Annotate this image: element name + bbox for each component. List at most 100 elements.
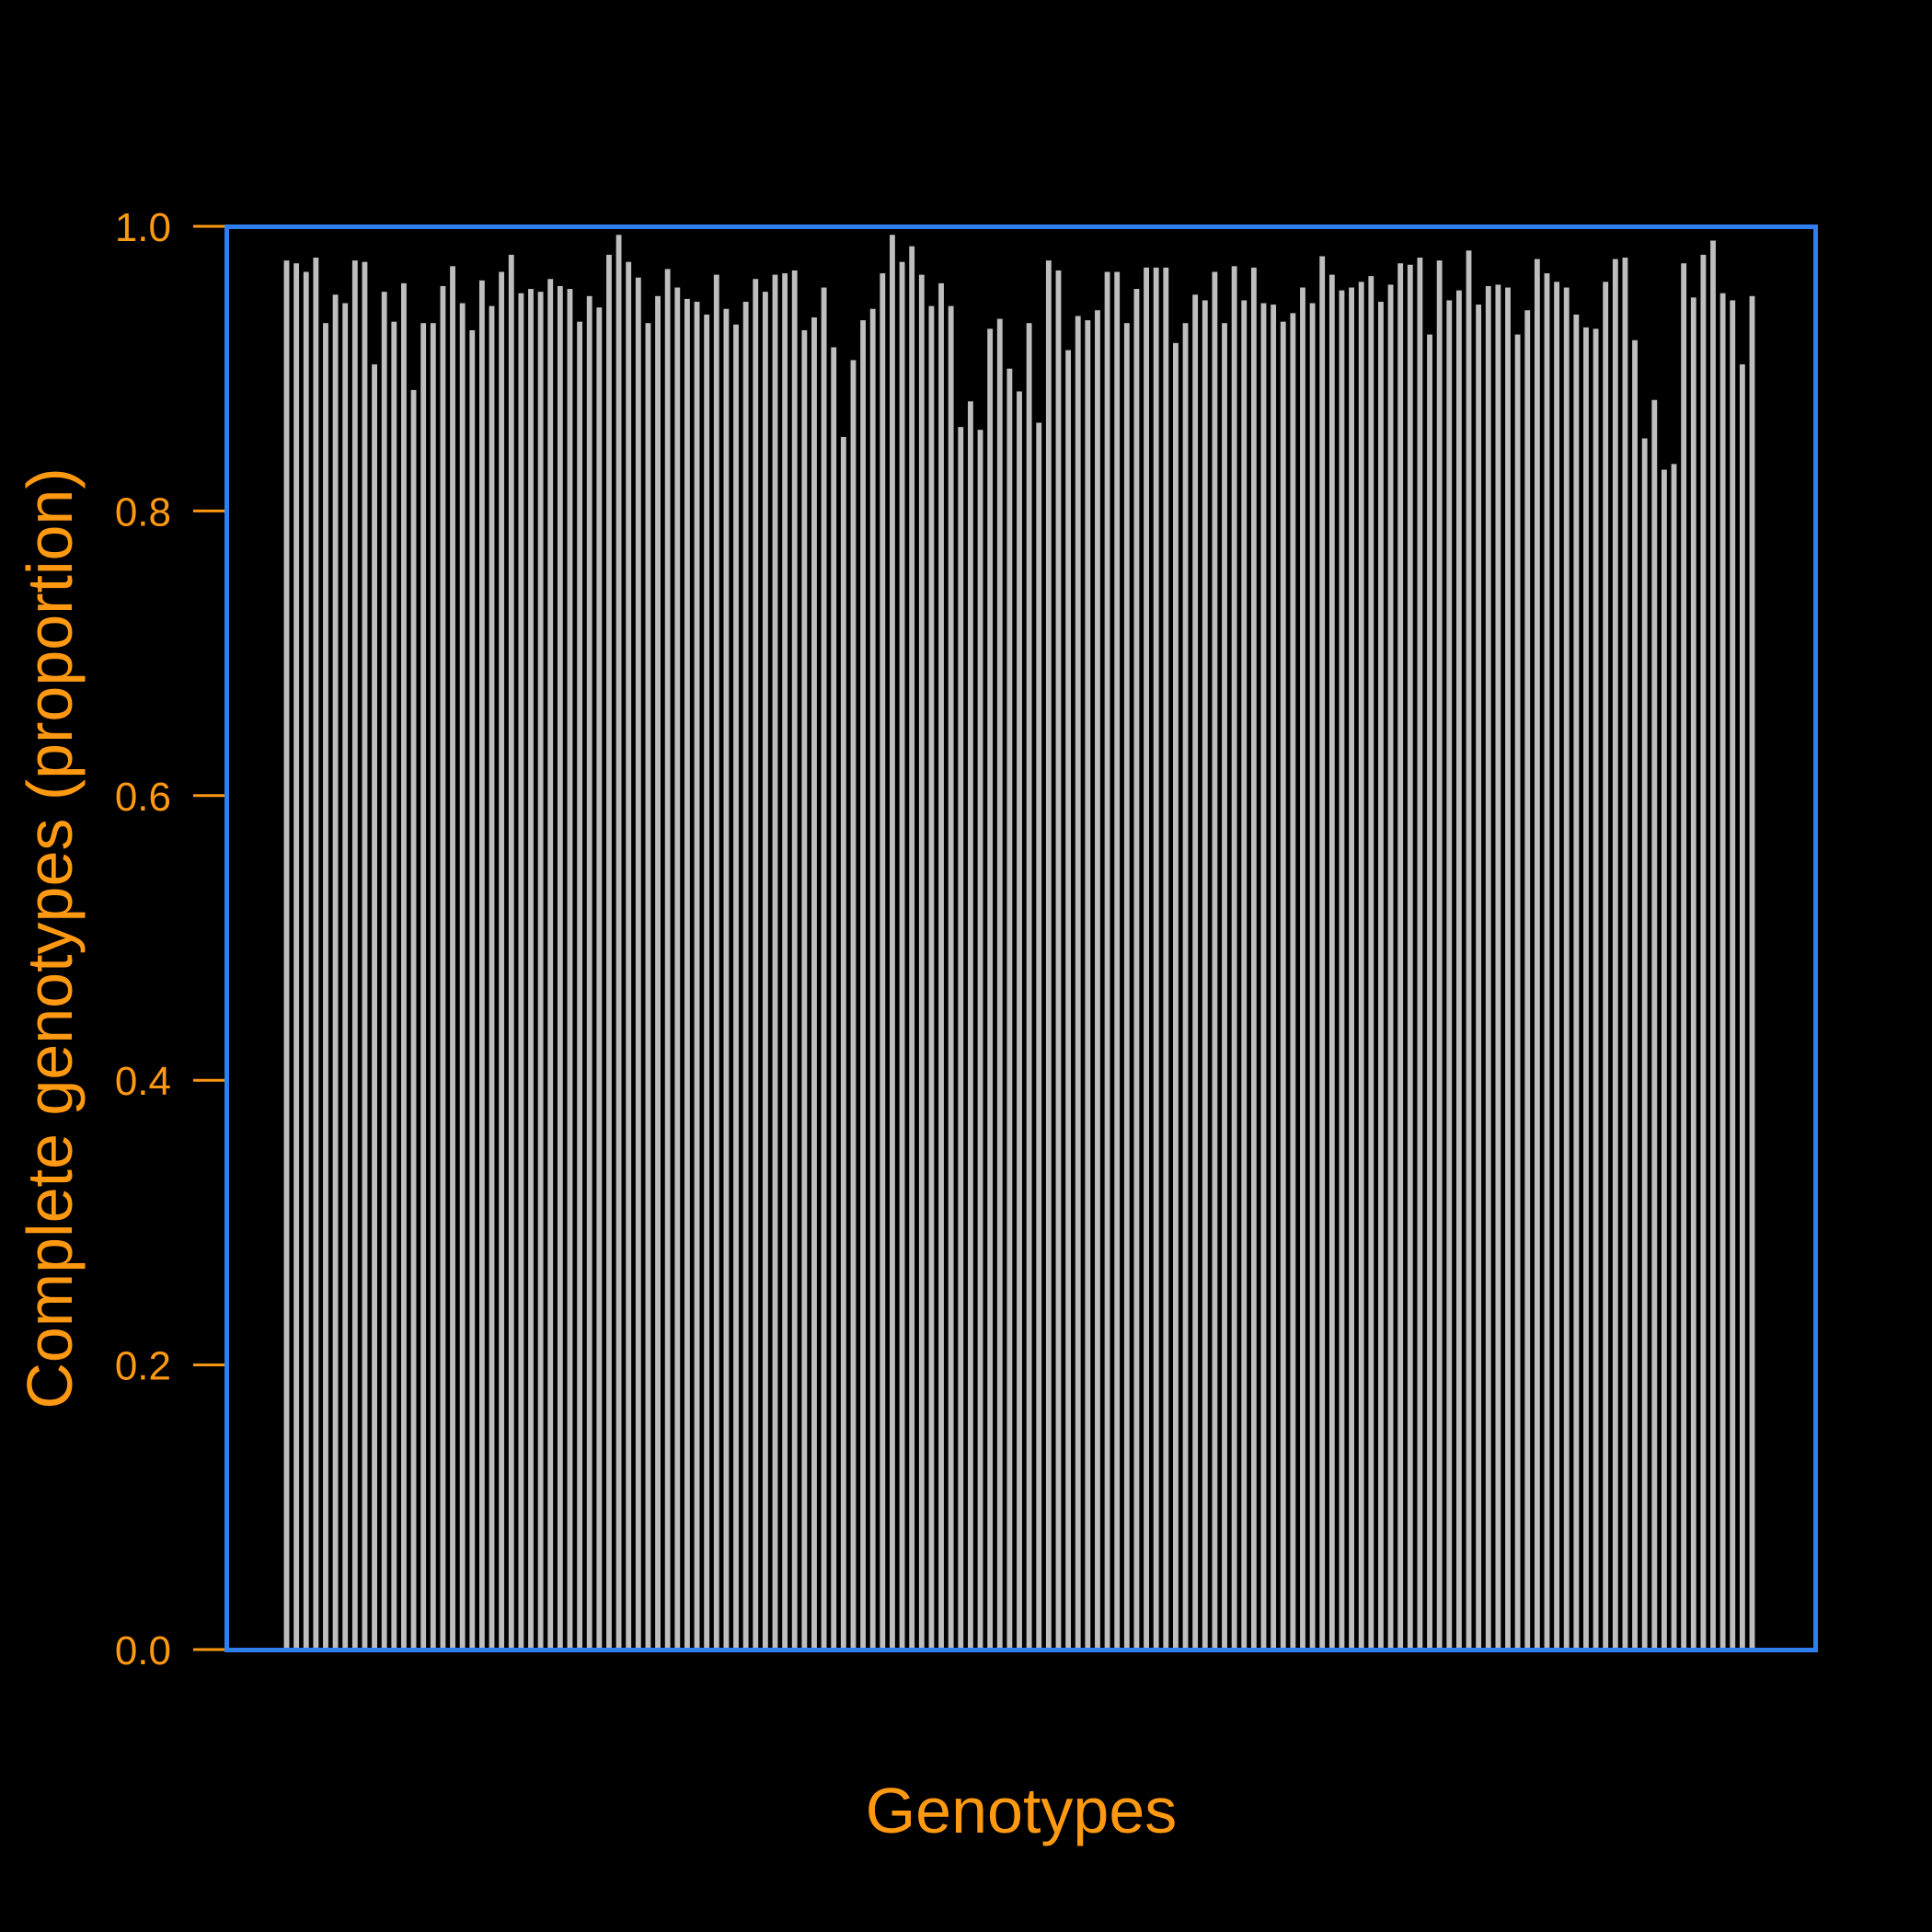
bar <box>1593 328 1599 1650</box>
bar <box>1612 259 1618 1650</box>
y-tick-label: 0.0 <box>115 1628 171 1673</box>
bar <box>821 287 827 1650</box>
bar <box>840 436 846 1650</box>
bar <box>694 301 700 1650</box>
bar <box>508 254 514 1650</box>
bar <box>1250 267 1257 1650</box>
bar <box>1524 310 1531 1650</box>
bar <box>1055 270 1062 1650</box>
y-tick-label: 0.4 <box>115 1059 171 1104</box>
bar <box>1387 284 1394 1650</box>
bar <box>1182 323 1189 1650</box>
bar <box>928 305 935 1650</box>
bar <box>772 274 778 1650</box>
bar <box>1378 301 1384 1650</box>
y-axis: 0.0 0.2 0.4 0.6 0.8 1.0 <box>115 205 227 1673</box>
bar <box>1271 305 1277 1650</box>
bar <box>459 303 466 1650</box>
bar <box>1544 273 1550 1650</box>
bar <box>1622 258 1628 1650</box>
bar <box>1075 316 1081 1650</box>
bar <box>391 321 397 1650</box>
bar <box>313 258 319 1650</box>
bar <box>713 274 719 1650</box>
bar <box>1114 271 1121 1650</box>
bar <box>567 289 573 1650</box>
bar <box>674 287 681 1650</box>
bar <box>1144 267 1149 1650</box>
bar <box>547 279 554 1650</box>
bar <box>606 254 612 1650</box>
bar <box>1328 274 1335 1650</box>
bar <box>430 323 436 1650</box>
bar <box>831 347 837 1650</box>
bar <box>1603 282 1609 1650</box>
bar <box>938 282 944 1650</box>
bar <box>596 307 603 1650</box>
bar <box>1241 300 1248 1650</box>
bar <box>1710 240 1716 1650</box>
bar <box>1173 342 1179 1650</box>
bar <box>645 323 651 1650</box>
bar <box>1349 287 1354 1650</box>
bar <box>351 260 358 1650</box>
bar <box>733 324 739 1650</box>
bar <box>1662 469 1667 1650</box>
bar <box>1407 264 1413 1650</box>
bar <box>362 261 368 1650</box>
bar <box>860 320 866 1650</box>
bar <box>1319 256 1326 1650</box>
bar <box>1231 266 1237 1650</box>
y-tick-label: 1.0 <box>115 205 171 250</box>
bar <box>499 271 505 1650</box>
bar <box>1085 320 1091 1650</box>
y-axis-title: Complete genotypes (proportion) <box>14 467 86 1409</box>
bar <box>1026 323 1032 1650</box>
bar <box>1466 250 1472 1650</box>
bar <box>323 323 328 1650</box>
bar <box>626 261 632 1650</box>
bar <box>440 285 446 1650</box>
bar <box>577 321 583 1650</box>
bar <box>528 289 534 1650</box>
bar <box>1212 271 1218 1650</box>
bar <box>303 271 309 1650</box>
bar <box>801 329 808 1650</box>
bar <box>977 430 983 1650</box>
bar <box>381 292 387 1650</box>
bar <box>850 360 857 1650</box>
bar <box>342 303 349 1650</box>
y-tick-label: 0.8 <box>115 489 171 535</box>
bar <box>1690 297 1696 1650</box>
bar <box>996 318 1003 1650</box>
bar <box>1309 303 1316 1650</box>
bar <box>967 401 973 1650</box>
bar <box>1534 259 1540 1650</box>
bar <box>1446 300 1453 1650</box>
bar <box>880 273 886 1650</box>
bar <box>1036 422 1042 1650</box>
bar <box>664 269 671 1650</box>
bar <box>1280 321 1286 1650</box>
bar <box>1632 339 1638 1650</box>
bar <box>1222 323 1227 1650</box>
bar <box>1671 464 1677 1650</box>
bar <box>1436 260 1443 1650</box>
bar <box>410 389 417 1650</box>
y-tick-label: 0.2 <box>115 1344 171 1389</box>
x-axis-title: Genotypes <box>866 1775 1178 1846</box>
bar <box>1006 368 1013 1650</box>
bar <box>1583 327 1589 1650</box>
bar <box>1455 290 1462 1650</box>
bar <box>635 277 641 1650</box>
y-tick-label: 0.6 <box>115 775 171 820</box>
bar <box>723 308 730 1650</box>
bar <box>1505 287 1511 1650</box>
bar <box>811 317 817 1650</box>
bar <box>1681 263 1687 1650</box>
bar <box>1123 323 1130 1650</box>
bar <box>1153 267 1159 1650</box>
bar <box>1495 284 1501 1650</box>
bar <box>1700 254 1707 1650</box>
